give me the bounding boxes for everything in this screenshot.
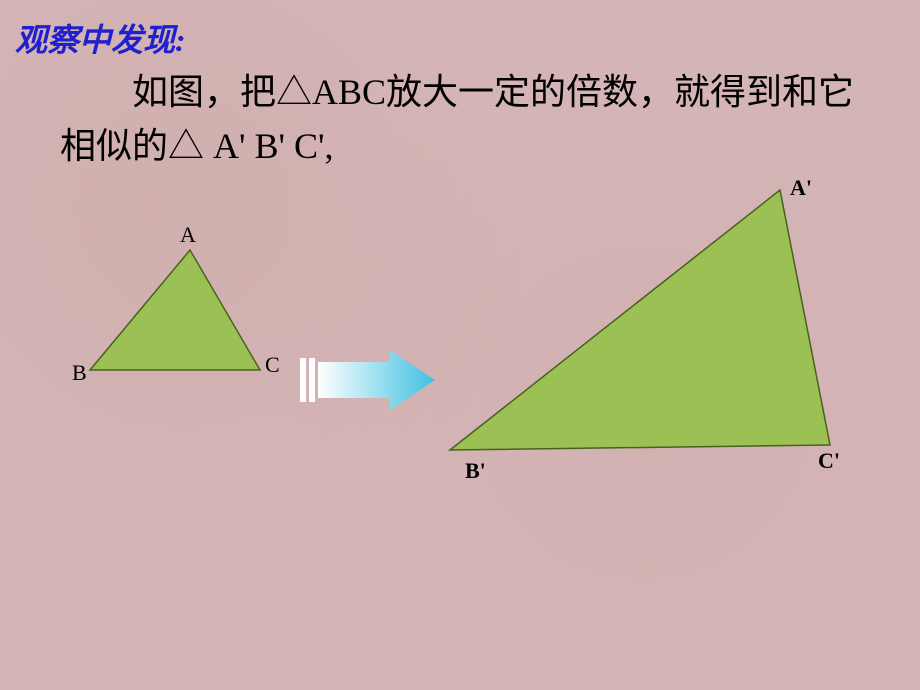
triangle-small-shape: [90, 250, 260, 370]
diagram-area: A B C A' B' C': [0, 180, 920, 580]
main-paragraph: 如图，把△ABC放大一定的倍数，就得到和它相似的△ A' B' C',: [60, 65, 880, 173]
triangle-large-svg: [440, 180, 860, 470]
enlarge-arrow-icon: [300, 350, 440, 410]
vertex-label-a-prime: A': [790, 175, 812, 201]
triangle-large-container: A' B' C': [440, 180, 860, 475]
arrow-shape: [318, 350, 435, 410]
vertex-label-b-prime: B': [465, 458, 486, 484]
arrow-container: [300, 350, 440, 410]
arrow-bar-2: [309, 358, 315, 402]
vertex-label-b: B: [72, 360, 87, 386]
triangle-small-container: A B C: [80, 240, 280, 395]
vertex-label-a: A: [180, 222, 196, 248]
vertex-label-c: C: [265, 352, 280, 378]
arrow-bar-1: [300, 358, 306, 402]
triangle-large-shape: [450, 190, 830, 450]
vertex-label-c-prime: C': [818, 448, 840, 474]
triangle-small-svg: [80, 240, 280, 390]
section-heading: 观察中发现:: [15, 15, 186, 61]
